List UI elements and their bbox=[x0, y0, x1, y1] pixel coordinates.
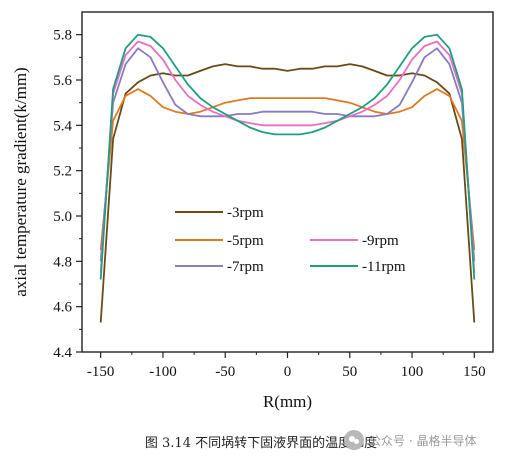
series-layer bbox=[99, 33, 476, 323]
legend-label: -9rpm bbox=[362, 233, 399, 249]
y-tick-label: 5.6 bbox=[53, 73, 72, 89]
x-tick-label: 150 bbox=[463, 364, 486, 380]
series-line bbox=[99, 40, 476, 273]
legend-label: -5rpm bbox=[227, 233, 264, 249]
legend-label: -7rpm bbox=[227, 259, 264, 275]
y-tick-label: 5.8 bbox=[53, 28, 72, 44]
y-tick-label: 5.4 bbox=[53, 118, 72, 134]
x-tick-label: 100 bbox=[401, 364, 424, 380]
legend: -3rpm -5rpm -7rpm -9rpm -11rpm bbox=[175, 205, 406, 275]
x-tick-label: 50 bbox=[342, 364, 357, 380]
y-axis-title: axial temperature gradient(k/mm) bbox=[11, 67, 30, 296]
series-line bbox=[99, 63, 476, 323]
series-line bbox=[99, 47, 476, 262]
wechat-icon bbox=[344, 430, 364, 450]
chart: -150 -100 -50 0 50 100 150 4.4 4.6 4.8 5.0 5.2 5.4 5.… bbox=[11, 11, 494, 411]
y-tick-label: 4.8 bbox=[53, 254, 72, 270]
legend-label: -11rpm bbox=[362, 259, 406, 275]
y-tick-label: 5.0 bbox=[53, 209, 72, 225]
series-line bbox=[99, 88, 476, 251]
figure-caption: 图 3.14 不同埚转下固液界面的温度梯度 bbox=[144, 436, 378, 451]
x-tick-label: -150 bbox=[87, 364, 115, 380]
watermark: 公众号 · 晶格半导体 bbox=[344, 426, 476, 454]
y-tick-label: 5.2 bbox=[53, 164, 72, 180]
y-tick-label: 4.6 bbox=[53, 300, 72, 316]
axis-layer: -150 -100 -50 0 50 100 150 4.4 4.6 4.8 5.0 5.2 5.4 5.… bbox=[53, 28, 485, 380]
plot-frame bbox=[81, 11, 494, 353]
x-tick-label: -50 bbox=[215, 364, 235, 380]
x-axis-title: R(mm) bbox=[263, 392, 312, 411]
y-tick-label: 4.4 bbox=[53, 345, 72, 361]
x-tick-label: -100 bbox=[149, 364, 177, 380]
watermark-text: 公众号 · 晶格半导体 bbox=[369, 433, 477, 448]
x-tick-label: 0 bbox=[284, 364, 292, 380]
series-line bbox=[99, 33, 476, 280]
legend-label: -3rpm bbox=[227, 205, 264, 221]
